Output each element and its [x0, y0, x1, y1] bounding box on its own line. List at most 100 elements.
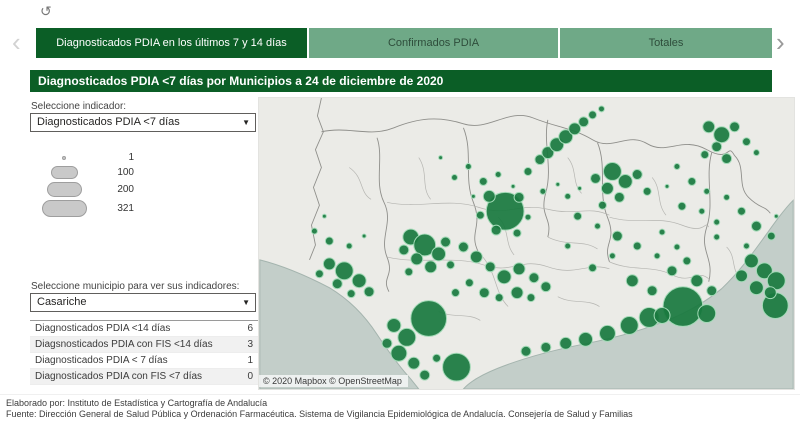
map-bubble[interactable] [540, 341, 552, 353]
map-bubble[interactable] [520, 345, 532, 357]
map-bubble[interactable] [721, 153, 733, 165]
map-bubble[interactable] [608, 252, 616, 260]
map-bubble[interactable] [442, 352, 471, 382]
map-attribution[interactable]: © 2020 Mapbox © OpenStreetMap [259, 375, 408, 387]
map-bubble[interactable] [363, 286, 375, 298]
map-bubble[interactable] [513, 191, 525, 203]
map-bubble[interactable] [457, 241, 469, 253]
map-bubble[interactable] [464, 278, 474, 288]
map-bubble[interactable] [702, 120, 716, 134]
map-bubble[interactable] [564, 192, 572, 200]
map-bubble[interactable] [750, 220, 762, 232]
map-bubble[interactable] [510, 286, 524, 300]
map-bubble[interactable] [613, 191, 625, 203]
map-bubble[interactable] [588, 110, 598, 120]
map-bubble[interactable] [729, 121, 741, 133]
map-bubble[interactable] [632, 241, 642, 251]
map-bubble[interactable] [541, 146, 555, 160]
map-bubble[interactable] [611, 230, 623, 242]
map-bubble[interactable] [398, 244, 410, 256]
map-bubble[interactable] [682, 256, 692, 266]
bubble-layer[interactable] [310, 105, 789, 382]
map-bubble[interactable] [446, 260, 455, 270]
map-bubble[interactable] [697, 304, 717, 323]
map-bubble[interactable] [512, 228, 522, 238]
map-bubble[interactable] [539, 187, 547, 195]
map-bubble[interactable] [700, 150, 710, 160]
map-bubble[interactable] [564, 242, 572, 250]
map-bubble[interactable] [559, 336, 573, 350]
map-bubble[interactable] [404, 267, 414, 277]
map-bubble[interactable] [619, 316, 639, 335]
map-bubble[interactable] [494, 170, 502, 178]
map-bubble[interactable] [773, 213, 779, 219]
map-bubble[interactable] [698, 207, 706, 215]
prev-page-icon[interactable]: ‹ [12, 27, 21, 57]
map-bubble[interactable] [743, 242, 750, 250]
map-bubble[interactable] [413, 233, 437, 257]
indicator-dropdown[interactable]: Diagnosticados PDIA <7 días ▼ [30, 113, 256, 132]
map-bubble[interactable] [711, 141, 723, 153]
map-bubble[interactable] [407, 356, 421, 370]
map-bubble[interactable] [540, 281, 552, 293]
map-bubble[interactable] [706, 285, 718, 297]
map-bubble[interactable] [631, 169, 643, 180]
map-bubble[interactable] [490, 224, 502, 236]
map-bubble[interactable] [690, 274, 704, 288]
map-bubble[interactable] [390, 344, 408, 362]
map-bubble[interactable] [324, 236, 334, 246]
map-bubble[interactable] [590, 172, 601, 184]
map-bubble[interactable] [469, 250, 483, 264]
bubble-map[interactable]: © 2020 Mapbox © OpenStreetMap [258, 97, 795, 390]
tab-confirmados-pdia[interactable]: Confirmados PDIA [309, 28, 558, 58]
map-bubble[interactable] [588, 263, 598, 273]
map-bubble[interactable] [687, 176, 697, 186]
map-bubble[interactable] [598, 200, 607, 210]
map-bubble[interactable] [763, 286, 777, 300]
map-bubble[interactable] [510, 183, 516, 189]
map-bubble[interactable] [742, 137, 751, 147]
map-bubble[interactable] [625, 274, 639, 288]
map-bubble[interactable] [653, 252, 661, 260]
refresh-icon[interactable]: ↺ [40, 3, 52, 19]
tab-totales[interactable]: Totales [560, 28, 772, 58]
map-bubble[interactable] [523, 167, 533, 176]
map-bubble[interactable] [598, 105, 605, 113]
map-bubble[interactable] [485, 191, 525, 231]
map-bubble[interactable] [573, 211, 583, 221]
map-bubble[interactable] [703, 187, 711, 195]
map-bubble[interactable] [653, 307, 671, 324]
map-bubble[interactable] [321, 213, 327, 219]
map-bubble[interactable] [431, 246, 447, 262]
map-bubble[interactable] [646, 285, 658, 297]
map-bubble[interactable] [419, 369, 431, 381]
map-bubble[interactable] [664, 183, 670, 189]
map-bubble[interactable] [482, 189, 496, 203]
map-bubble[interactable] [451, 288, 460, 298]
map-bubble[interactable] [432, 353, 442, 363]
map-bubble[interactable] [578, 331, 594, 347]
next-page-icon[interactable]: › [776, 27, 785, 57]
map-bubble[interactable] [438, 155, 444, 161]
map-bubble[interactable] [578, 116, 590, 128]
map-bubble[interactable] [484, 261, 496, 273]
map-bubble[interactable] [524, 213, 532, 221]
map-bubble[interactable] [410, 300, 448, 337]
map-bubble[interactable] [351, 273, 367, 289]
map-bubble[interactable] [512, 262, 526, 276]
map-bubble[interactable] [723, 193, 731, 201]
map-bubble[interactable] [386, 317, 402, 333]
map-bubble[interactable] [735, 269, 748, 283]
map-bubble[interactable] [478, 176, 488, 186]
map-bubble[interactable] [599, 324, 616, 342]
map-bubble[interactable] [361, 233, 367, 239]
map-bubble[interactable] [744, 253, 759, 269]
map-bubble[interactable] [713, 218, 721, 226]
map-bubble[interactable] [617, 173, 633, 189]
map-bubble[interactable] [451, 173, 458, 181]
map-bubble[interactable] [673, 163, 681, 171]
map-bubble[interactable] [464, 163, 472, 171]
map-bubble[interactable] [642, 186, 652, 196]
municipality-dropdown[interactable]: Casariche ▼ [30, 293, 256, 312]
map-svg[interactable] [259, 98, 794, 389]
